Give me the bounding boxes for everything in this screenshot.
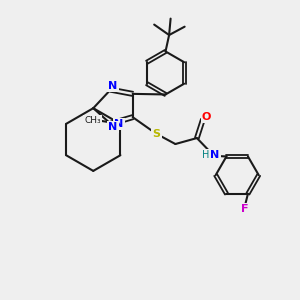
Text: N: N [210,150,219,160]
Text: N: N [114,119,124,129]
Text: N: N [108,81,118,91]
Text: CH₃: CH₃ [84,116,101,125]
Text: H: H [202,150,209,160]
Text: O: O [202,112,211,122]
Text: F: F [241,204,249,214]
Text: N: N [108,122,118,132]
Text: S: S [153,129,160,139]
